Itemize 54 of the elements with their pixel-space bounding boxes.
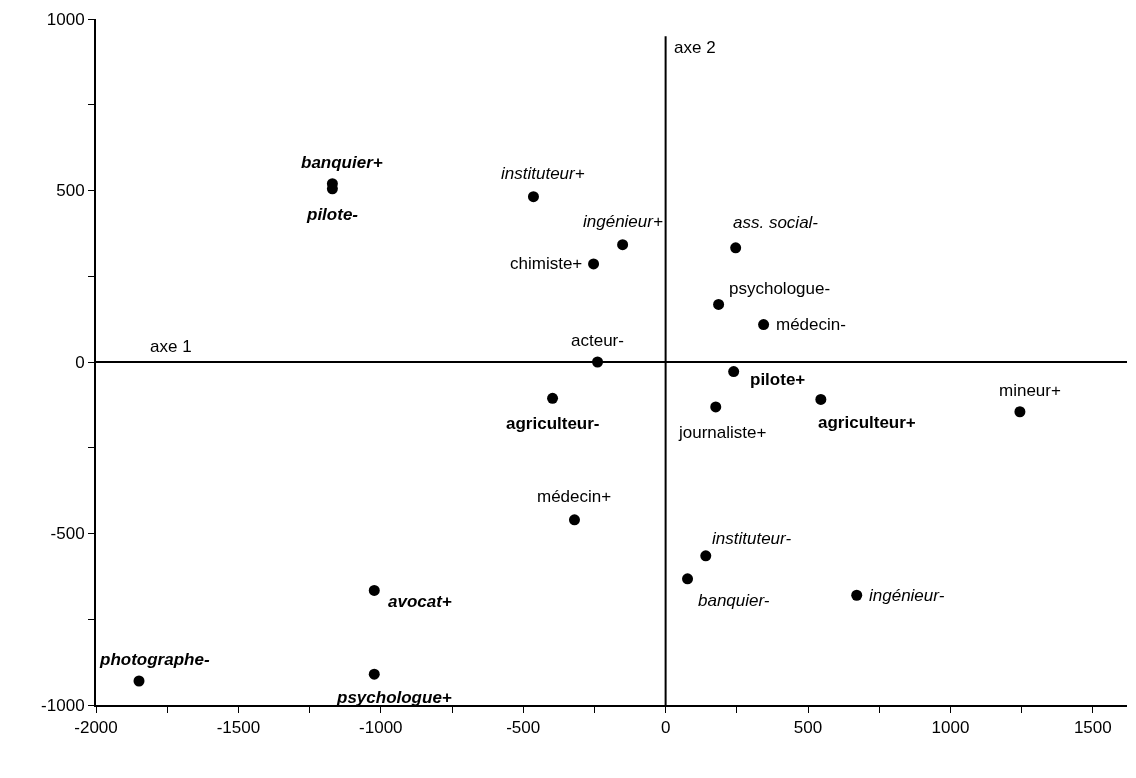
y-tick-label: 1000 xyxy=(46,9,85,29)
point xyxy=(728,366,740,378)
annotation: acteur- xyxy=(571,331,624,350)
point xyxy=(851,589,863,601)
annotation: psychologue- xyxy=(729,279,831,298)
ref-line-label: axe 1 xyxy=(150,337,192,356)
annotation: mineur+ xyxy=(999,381,1061,400)
y-tick-label: 500 xyxy=(56,181,85,201)
x-tick-label: -2000 xyxy=(74,718,118,738)
point xyxy=(133,675,145,687)
y-tick-label: -1000 xyxy=(41,695,85,715)
point xyxy=(617,239,629,251)
point xyxy=(700,550,712,562)
x-tick-label: -500 xyxy=(506,718,541,738)
point xyxy=(713,298,725,310)
point xyxy=(682,573,694,585)
annotation: agriculteur+ xyxy=(818,413,916,432)
annotation: pilote+ xyxy=(750,370,806,389)
point xyxy=(588,258,600,270)
point xyxy=(368,668,380,680)
annotation: instituteur- xyxy=(712,529,792,548)
annotation: ingénieur+ xyxy=(583,212,663,231)
point xyxy=(758,319,770,331)
point xyxy=(730,242,742,254)
annotation: ingénieur- xyxy=(869,586,945,605)
annotation: banquier+ xyxy=(301,153,383,172)
y-tick-label: 0 xyxy=(75,352,85,372)
x-tick-label: 1500 xyxy=(1073,718,1112,738)
annotation: avocat+ xyxy=(388,592,452,611)
annotation: agriculteur- xyxy=(506,414,600,433)
point xyxy=(710,401,722,413)
annotation: médecin- xyxy=(776,315,846,334)
y-tick-label: -500 xyxy=(50,524,85,544)
point xyxy=(527,191,539,203)
point xyxy=(568,514,580,526)
point xyxy=(1014,406,1026,418)
annotation: ass. social- xyxy=(733,213,819,232)
x-tick-label: 1000 xyxy=(931,718,970,738)
annotation: pilote- xyxy=(306,205,359,224)
point xyxy=(547,392,559,404)
x-tick-label: 500 xyxy=(793,718,823,738)
annotation: banquier- xyxy=(698,591,770,610)
ref-line-label: axe 2 xyxy=(674,38,716,57)
x-tick-label: -1000 xyxy=(359,718,403,738)
annotation: chimiste+ xyxy=(510,254,583,273)
point xyxy=(815,393,827,405)
annotation: journaliste+ xyxy=(678,423,767,442)
x-tick-label: -1500 xyxy=(216,718,261,738)
point xyxy=(368,584,380,596)
annotation: photographe- xyxy=(99,650,210,669)
annotation: instituteur+ xyxy=(501,164,585,183)
annotation: médecin+ xyxy=(537,487,612,506)
x-tick-label: 0 xyxy=(660,718,671,738)
annotation: psychologue+ xyxy=(336,688,452,707)
